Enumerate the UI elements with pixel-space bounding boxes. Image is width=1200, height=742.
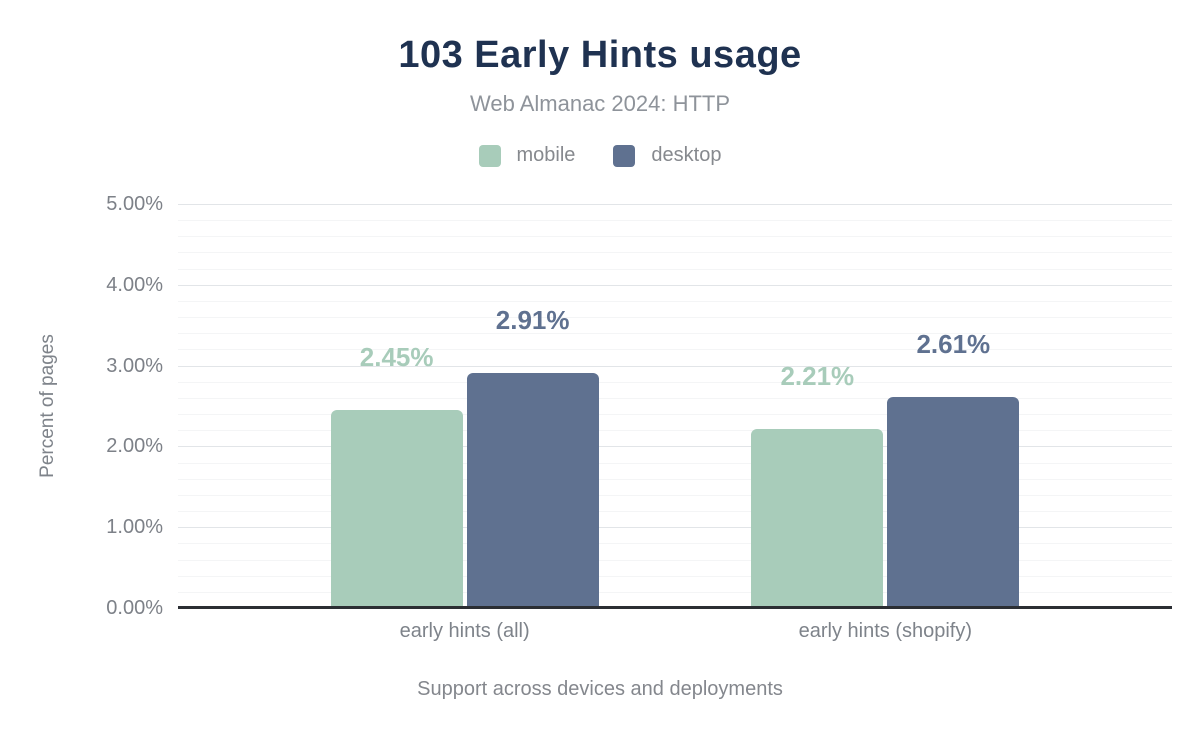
- chart-subtitle: Web Almanac 2024: HTTP: [469, 91, 731, 116]
- bar-slot: 2.45%: [330, 204, 463, 608]
- gridline-minor: [178, 300, 1172, 302]
- gridline-minor: [178, 559, 1172, 561]
- gridline-minor: [178, 462, 1172, 464]
- y-axis-ticks: 0.00% 1.00% 2.00% 3.00% 4.00% 5.00%: [0, 193, 163, 619]
- bar-value-label: 2.21%: [780, 361, 855, 392]
- gridline-minor: [178, 252, 1172, 254]
- legend-label-mobile: mobile: [516, 144, 576, 166]
- gridline-minor: [178, 333, 1172, 335]
- x-category-label: early hints (shopify): [798, 620, 973, 642]
- bar-desktop-0[interactable]: [466, 372, 599, 608]
- gridline-minor: [178, 268, 1172, 270]
- y-tick-label: 2.00%: [106, 435, 163, 458]
- gridline-minor: [178, 414, 1172, 416]
- plot-area: 2.45% 2.91% 2.21% 2.61%: [178, 204, 1172, 609]
- bar-slot: 2.61%: [887, 204, 1020, 608]
- gridline-minor: [178, 317, 1172, 319]
- gridline-major: [178, 284, 1172, 286]
- legend-item-desktop: desktop: [613, 144, 721, 167]
- gridline-minor: [178, 220, 1172, 222]
- gridline-minor: [178, 591, 1172, 593]
- x-category-label: early hints (all): [399, 620, 530, 642]
- gridline-minor: [178, 381, 1172, 383]
- bar-group: 2.45% 2.91%: [330, 204, 599, 608]
- bar-slot: 2.91%: [466, 204, 599, 608]
- x-axis-caption: Support across devices and deployments: [417, 678, 783, 700]
- bar-mobile-1[interactable]: [751, 429, 884, 608]
- gridline-minor: [178, 397, 1172, 399]
- gridline-minor: [178, 236, 1172, 238]
- y-tick-label: 1.00%: [106, 516, 163, 539]
- legend-swatch-desktop: [613, 144, 636, 167]
- bar-value-label: 2.91%: [495, 304, 570, 335]
- gridline-major: [178, 527, 1172, 529]
- gridline-minor: [178, 349, 1172, 351]
- gridline-major: [178, 365, 1172, 367]
- y-tick-label: 5.00%: [106, 193, 163, 215]
- gridline-minor: [178, 478, 1172, 480]
- gridline-minor: [178, 494, 1172, 496]
- gridline-major: [178, 446, 1172, 448]
- gridline-major: [178, 204, 1172, 205]
- x-axis-line: [178, 606, 1172, 609]
- gridline-minor: [178, 543, 1172, 545]
- chart-title: 103 Early Hints usage: [398, 34, 802, 76]
- bar-group: 2.21% 2.61%: [751, 204, 1020, 608]
- bar-slot: 2.21%: [751, 204, 884, 608]
- bar-groups: 2.45% 2.91% 2.21% 2.61%: [178, 204, 1172, 608]
- x-category-row: early hints (all) early hints (shopify): [178, 620, 1172, 643]
- y-tick-label: 4.00%: [106, 273, 163, 296]
- bar-desktop-1[interactable]: [887, 397, 1020, 608]
- legend: mobile desktop: [0, 144, 1200, 167]
- bar-value-label: 2.45%: [359, 342, 434, 373]
- y-tick-label: 0.00%: [106, 597, 163, 619]
- legend-label-desktop: desktop: [651, 144, 722, 166]
- gridline-minor: [178, 575, 1172, 577]
- legend-item-mobile: mobile: [478, 144, 576, 167]
- gridline-minor: [178, 430, 1172, 432]
- gridline-minor: [178, 511, 1172, 513]
- legend-swatch-mobile: [478, 144, 501, 167]
- bar-mobile-0[interactable]: [330, 410, 463, 608]
- y-tick-label: 3.00%: [106, 354, 163, 377]
- bar-value-label: 2.61%: [916, 329, 991, 360]
